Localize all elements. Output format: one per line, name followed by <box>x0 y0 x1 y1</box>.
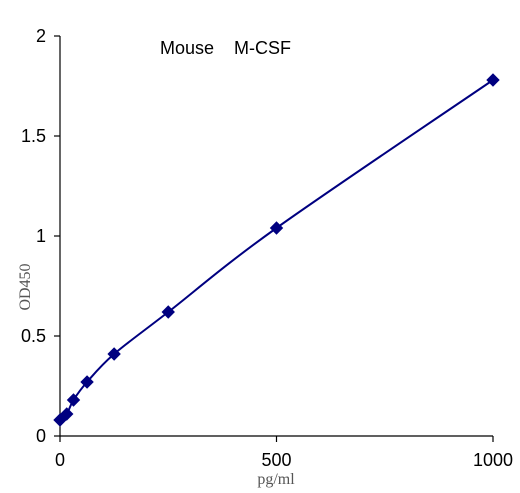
data-point-marker <box>53 413 67 427</box>
tick-group: 0 0.5 1 1.5 2 0 500 1000 <box>21 26 513 470</box>
y-tick-label: 1.5 <box>21 126 46 146</box>
data-point-marker <box>269 221 284 235</box>
series-line <box>59 79 494 421</box>
chart-title: Mouse M-CSF <box>160 38 291 58</box>
y-tick-label: 2 <box>36 26 46 46</box>
data-point-marker <box>107 347 121 361</box>
data-point-marker <box>60 407 74 421</box>
x-axis-label: pg/ml <box>257 471 295 488</box>
y-axis-label: OD450 <box>17 263 34 310</box>
x-tick-label: 0 <box>55 450 65 470</box>
y-tick-label: 0 <box>36 426 46 446</box>
axes <box>59 36 493 437</box>
x-tick-label: 500 <box>261 450 291 470</box>
data-point-marker <box>66 393 81 407</box>
x-tick-label: 1000 <box>473 450 513 470</box>
data-point-marker <box>486 73 500 87</box>
series-group <box>53 73 500 427</box>
y-tick-label: 0.5 <box>21 326 46 346</box>
y-tick-label: 1 <box>36 226 46 246</box>
data-point-marker <box>161 305 175 319</box>
data-point-marker <box>80 375 94 389</box>
